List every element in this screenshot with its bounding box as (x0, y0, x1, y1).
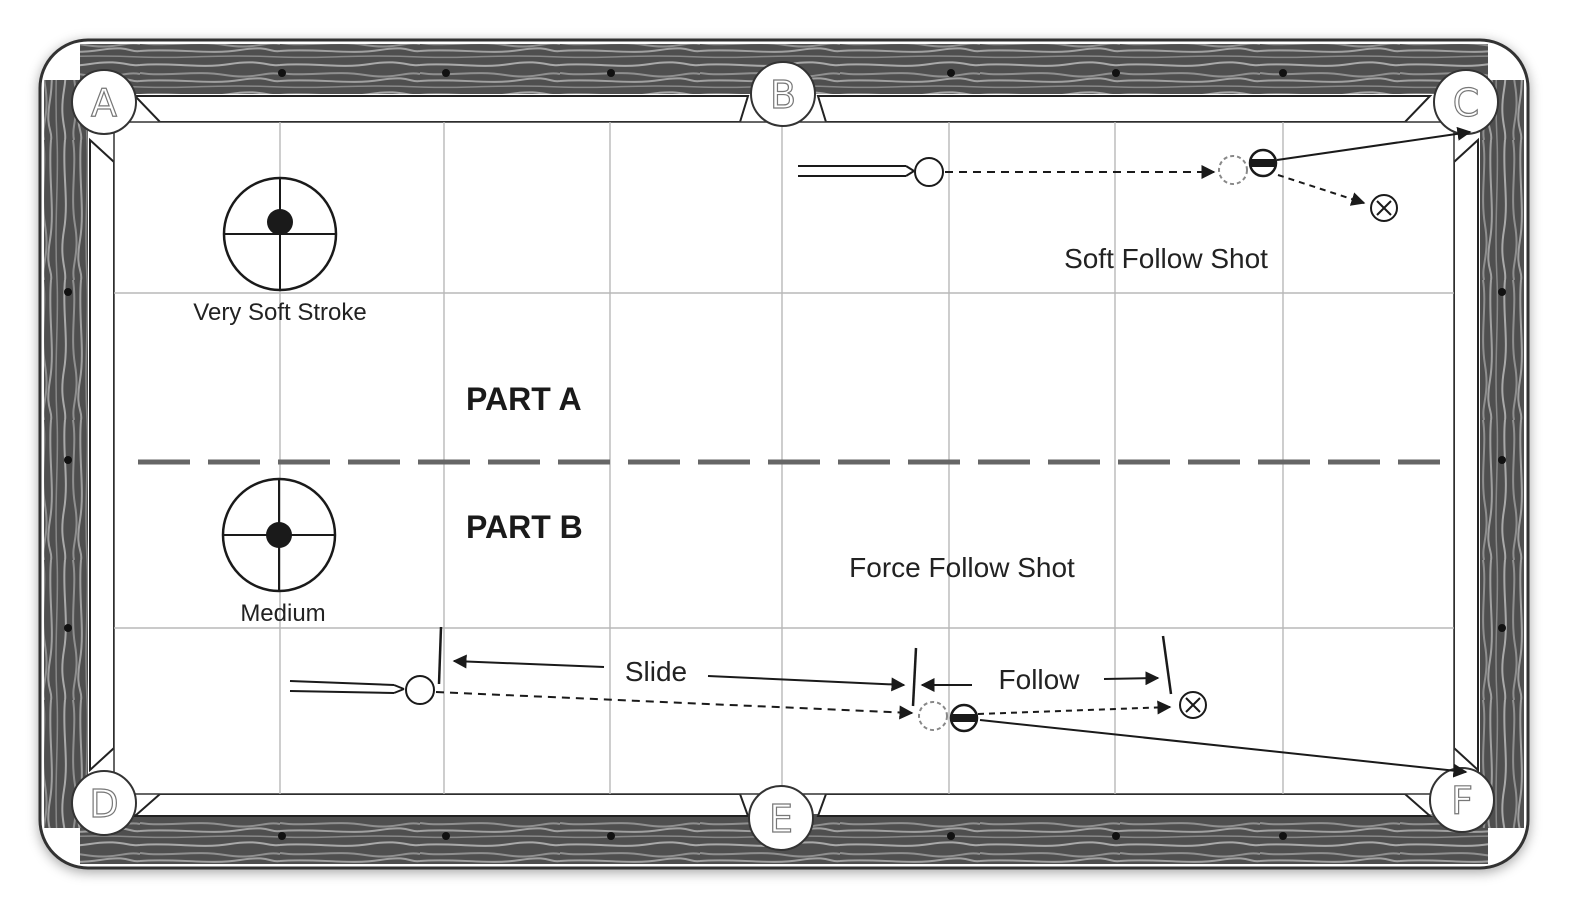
diamond (278, 69, 286, 77)
cue-tip-aim-icon (222, 176, 338, 292)
diamond (278, 832, 286, 840)
ghost-ball-icon (1218, 155, 1248, 185)
diamond (947, 69, 955, 77)
playing-surface (113, 121, 1455, 795)
pocket-d: D (71, 770, 137, 836)
follow-end-tick (1161, 635, 1173, 695)
diamond (1279, 69, 1287, 77)
follow-label: Follow (999, 664, 1081, 695)
force-follow-shot (289, 626, 1468, 778)
diamond (64, 456, 72, 464)
cue-tip-aim-icon (221, 477, 337, 593)
pocket-label: B (770, 73, 796, 117)
rail-left (44, 80, 88, 828)
object-ball-path (1276, 126, 1472, 161)
object-ball-icon (949, 703, 979, 733)
target-x-icon (1179, 691, 1207, 719)
pocket-c: C (1433, 69, 1499, 135)
cushion-bottom-left (132, 793, 750, 817)
cushion-top-left (132, 95, 750, 123)
pocket-label: F (1451, 779, 1473, 823)
slide-arrow-right (707, 675, 906, 692)
cue-stick-icon (798, 165, 915, 177)
diamond (1279, 832, 1287, 840)
diamond (442, 832, 450, 840)
rail-diamonds (64, 69, 1506, 840)
part-a-title: PART A (466, 381, 582, 417)
diamond (947, 832, 955, 840)
diamond (1498, 456, 1506, 464)
stroke-label-b: Medium (240, 600, 325, 627)
follow-arrow-right (1103, 671, 1160, 686)
pocket-label: D (89, 782, 118, 826)
ghost-ball-icon (918, 701, 948, 731)
cue-ball-path (435, 691, 914, 720)
pockets: A B C D E F (71, 61, 1499, 851)
diamond (442, 69, 450, 77)
slide-arrow-left (452, 654, 605, 669)
slide-end-tick (911, 647, 918, 707)
shot-label-b: Force Follow Shot (849, 552, 1075, 583)
object-ball-path (979, 719, 1468, 778)
cushion-top-right (816, 95, 1433, 123)
cue-ball-follow-path (1277, 174, 1366, 206)
diamond (1112, 69, 1120, 77)
cushion-left (89, 137, 115, 773)
pocket-label: C (1453, 81, 1480, 125)
diamond (1498, 288, 1506, 296)
diamond (64, 624, 72, 632)
pocket-b: B (750, 61, 816, 127)
cushion-right (1453, 137, 1479, 773)
rail-outline (38, 38, 1530, 870)
diamond (64, 288, 72, 296)
diamond (607, 832, 615, 840)
cushion-bottom-right (816, 793, 1433, 817)
slide-label: Slide (625, 656, 687, 687)
stroke-label-a: Very Soft Stroke (193, 299, 366, 326)
target-x-icon (1370, 194, 1398, 222)
pocket-label: A (91, 81, 117, 125)
part-b-title: PART B (466, 509, 583, 545)
shot-label-a: Soft Follow Shot (1064, 243, 1268, 274)
cue-ball-icon (914, 157, 944, 187)
diamond (1498, 624, 1506, 632)
object-ball-icon (1248, 148, 1278, 178)
diamond (607, 69, 615, 77)
pocket-a: A (71, 69, 137, 135)
cue-stick-icon (289, 680, 405, 694)
diamond (1112, 832, 1120, 840)
soft-follow-shot (798, 126, 1472, 222)
cue-ball-icon (405, 675, 435, 705)
slide-start-tick (437, 626, 443, 685)
pocket-label: E (769, 797, 793, 841)
pocket-e: E (748, 785, 814, 851)
cushions (89, 95, 1479, 817)
rail-right (1480, 80, 1524, 828)
pocket-f: F (1429, 767, 1495, 833)
